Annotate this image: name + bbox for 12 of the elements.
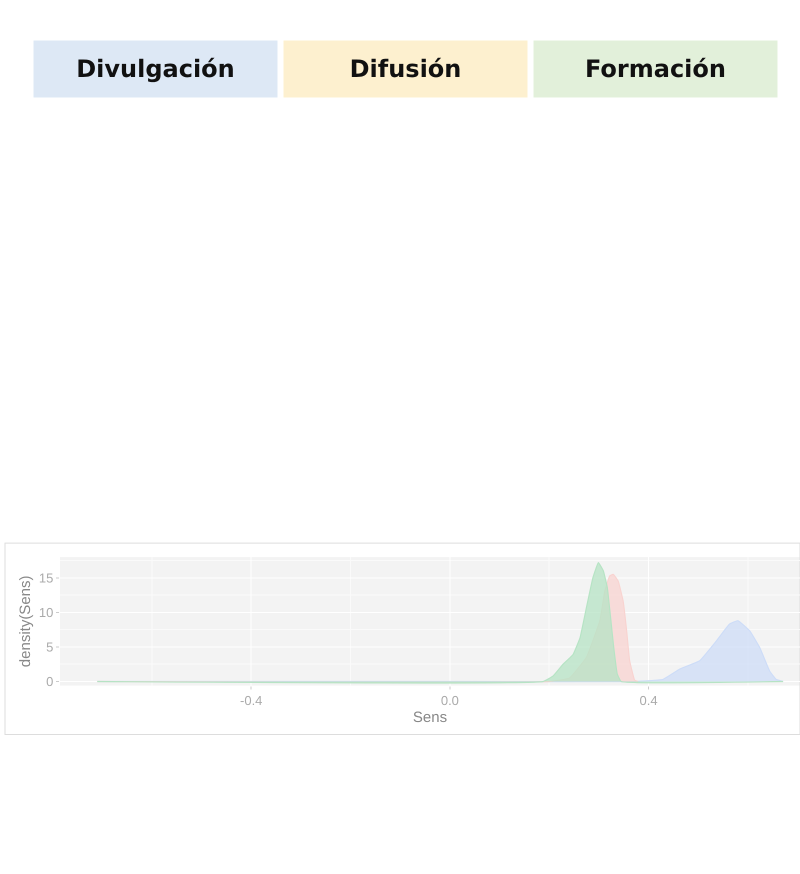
text: Divulgación — [76, 55, 235, 83]
y-tick-label: 15 — [38, 570, 54, 586]
x-tick-label: 0.4 — [639, 693, 658, 708]
text: Difusión — [350, 55, 462, 83]
text: Formación — [585, 55, 726, 83]
x-tick-label: -0.4 — [240, 693, 262, 708]
y-axis-title: density(Sens) — [17, 576, 34, 668]
x-tick-label: 0.0 — [440, 693, 459, 708]
x-axis-title: Sens — [412, 709, 448, 726]
y-tick-label: 5 — [46, 639, 54, 654]
y-tick-label: 10 — [38, 604, 54, 620]
y-tick-label: 0 — [46, 674, 54, 690]
